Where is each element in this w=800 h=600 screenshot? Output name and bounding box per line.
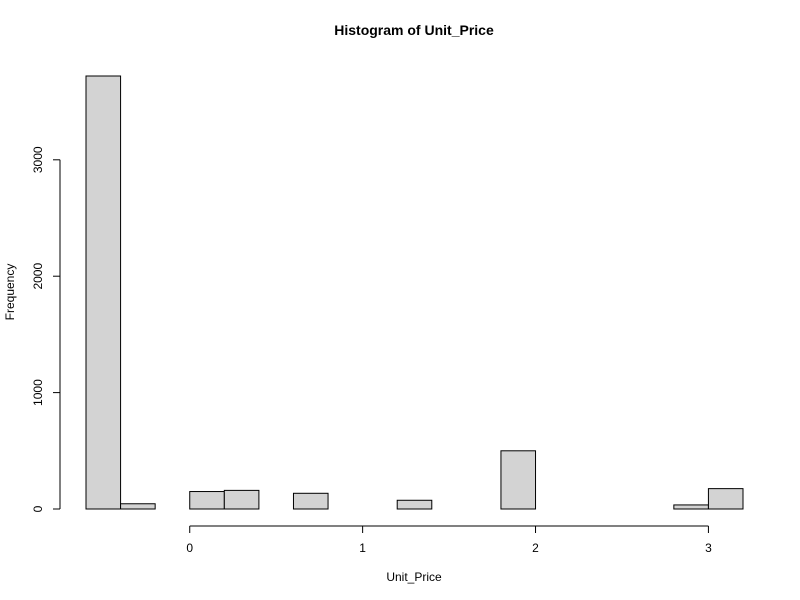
y-tick-label: 3000 — [31, 146, 45, 173]
x-tick-label: 2 — [532, 541, 539, 555]
histogram-bar — [85, 75, 122, 510]
y-tick-label: 1000 — [31, 379, 45, 406]
x-axis: 0 1 2 3 — [186, 525, 712, 555]
histogram-bar — [223, 489, 260, 510]
histogram-bar — [120, 503, 156, 510]
y-tick-label: 2000 — [31, 263, 45, 290]
histogram-bar — [707, 488, 744, 510]
histogram-bar — [396, 499, 433, 510]
x-axis-label: Unit_Price — [386, 570, 442, 584]
y-tick-label: 0 — [31, 505, 45, 512]
x-tick-label: 1 — [359, 541, 366, 555]
y-axis-label: Frequency — [3, 264, 17, 321]
y-axis: 0 1000 2000 3000 — [31, 146, 61, 512]
x-tick-label: 3 — [705, 541, 712, 555]
chart-title: Histogram of Unit_Price — [334, 22, 494, 38]
histogram-bar — [292, 492, 329, 510]
histogram-bar — [189, 491, 225, 510]
bars-group — [85, 75, 744, 510]
histogram-bar — [500, 450, 537, 510]
histogram-bar — [673, 504, 709, 510]
x-tick-label: 0 — [186, 541, 193, 555]
